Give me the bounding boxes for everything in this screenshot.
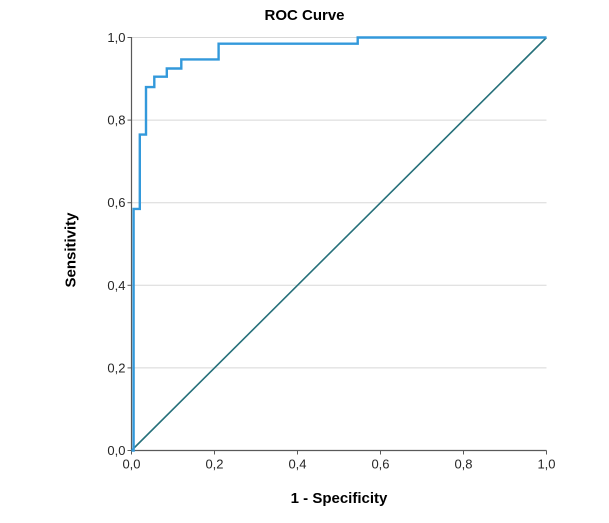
- y-tick-label: 0,8: [107, 113, 125, 128]
- y-tick-label: 0,2: [107, 360, 125, 375]
- x-tick-label: 1,0: [537, 457, 555, 472]
- x-axis-title: 1 - Specificity: [290, 490, 388, 507]
- roc-curve-line: [131, 36, 547, 452]
- y-tick-label: 1,0: [107, 30, 125, 45]
- x-tick-label: 0,8: [454, 457, 472, 472]
- chart-title: ROC Curve: [264, 7, 345, 24]
- y-tick-label: 0,4: [107, 278, 125, 293]
- y-tick-label: 0,0: [107, 443, 125, 458]
- reference-diagonal-line: [130, 36, 548, 452]
- y-tick-label: 0,6: [107, 195, 125, 210]
- x-tick-label: 0,2: [205, 457, 223, 472]
- x-tick-label: 0,6: [371, 457, 389, 472]
- x-tick-label: 0,0: [122, 457, 140, 472]
- x-tick-label: 0,4: [288, 457, 306, 472]
